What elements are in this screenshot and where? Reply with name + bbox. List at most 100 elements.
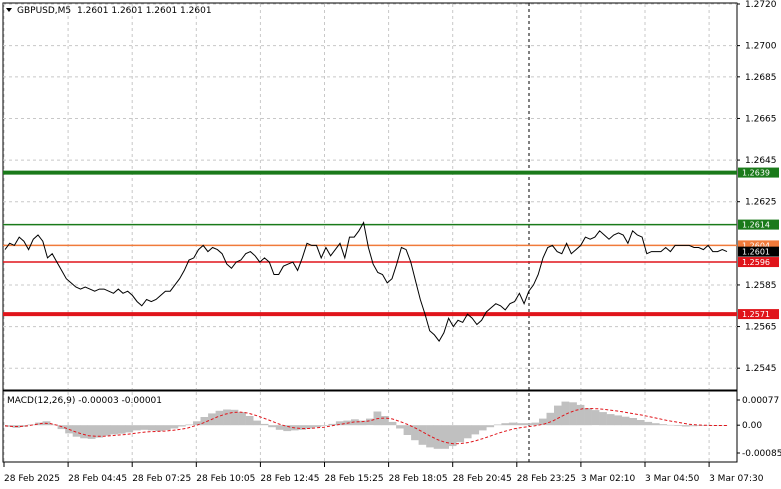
time-tick-label: 3 Mar 04:50: [645, 474, 700, 484]
level-tag-text: 1.2601: [742, 248, 770, 257]
macd-bar: [561, 401, 570, 426]
time-tick-label: 3 Mar 02:10: [581, 474, 636, 484]
level-tag-1.2614: [738, 219, 779, 230]
macd-bar: [193, 421, 201, 426]
macd-bar: [170, 425, 179, 429]
ohlc-values: 1.2601 1.2601 1.2601 1.2601: [77, 6, 212, 16]
time-axis: 28 Feb 2025 28 Feb 04:45 28 Feb 07:25 28 Fe…: [3, 462, 764, 484]
macd-bar: [651, 423, 660, 426]
macd-bar: [185, 424, 194, 426]
macd-bar: [162, 425, 171, 431]
price-tick-label: 1.2700: [745, 42, 777, 52]
macd-bar: [486, 425, 495, 428]
level-tag-1.2639: [738, 167, 779, 178]
macd-bar: [493, 424, 502, 426]
macd-bar: [531, 422, 540, 426]
macd-bar: [501, 423, 510, 426]
macd-bar: [313, 425, 322, 428]
macd-bar: [576, 404, 585, 426]
macd-bar: [87, 425, 96, 439]
macd-bar: [433, 425, 442, 449]
macd-bar: [508, 422, 517, 426]
macd-bar: [606, 414, 615, 426]
macd-bar: [674, 425, 683, 426]
macd-bar: [253, 420, 261, 426]
macd-bar: [117, 425, 126, 434]
macd-bar: [546, 412, 555, 426]
macd-bar: [223, 409, 231, 426]
price-grid: [3, 3, 737, 389]
macd-bar: [463, 425, 472, 439]
level-tag-text: 1.2639: [742, 169, 770, 178]
price-panel-frame: [2, 2, 738, 391]
macd-bar: [569, 402, 577, 426]
macd-bar: [358, 420, 367, 426]
macd-bar: [704, 425, 713, 426]
macd-bar: [5, 425, 13, 427]
level-tag-1.2596: [738, 257, 779, 268]
macd-bar: [591, 410, 600, 426]
macd-bar: [102, 425, 111, 436]
price-levels: [3, 170, 737, 317]
price-tick-label: 1.2565: [745, 323, 777, 333]
macd-tick-label: 0.00077: [742, 396, 779, 406]
macd-bar: [147, 425, 156, 431]
macd-bar: [230, 409, 239, 426]
price-tick-label: 1.2625: [745, 198, 777, 208]
price-tick-label: 1.2645: [745, 156, 777, 166]
macd-bar: [238, 412, 246, 426]
macd-bar: [719, 425, 728, 426]
macd-bar: [659, 424, 668, 426]
macd-bar: [629, 418, 637, 426]
time-tick-label: 28 Feb 15:25: [325, 474, 384, 484]
macd-bar: [351, 419, 359, 426]
macd-bar: [554, 405, 562, 426]
time-tick-label: 3 Mar 07:30: [709, 474, 764, 484]
time-tick-label: 28 Feb 10:05: [196, 474, 255, 484]
macd-bar: [245, 416, 254, 426]
macd-bar: [666, 424, 675, 426]
triangle-down-icon[interactable]: [6, 8, 12, 12]
price-tick-label: 1.2585: [745, 281, 777, 291]
macd-bar: [388, 421, 397, 426]
macd-bar: [95, 425, 104, 438]
macd-bar: [599, 412, 607, 426]
time-tick-label: 28 Feb 07:25: [132, 474, 191, 484]
macd-bar: [132, 425, 141, 431]
macd-bar: [441, 425, 449, 449]
macd-bar: [539, 418, 547, 426]
macd-bar: [320, 425, 329, 426]
time-tick-label: 28 Feb 12:45: [260, 474, 319, 484]
macd-bar: [283, 425, 292, 432]
time-tick-label: 28 Feb 04:45: [68, 474, 127, 484]
macd-signal-line: [4, 407, 727, 445]
time-tick-label: 28 Feb 20:45: [453, 474, 512, 484]
macd-bar: [110, 425, 119, 435]
macd-bar: [418, 425, 427, 445]
price-tick-label: 1.2685: [745, 73, 777, 83]
macd-bar: [335, 421, 344, 426]
level-tag-1.2604: [738, 240, 779, 251]
macd-bar: [644, 421, 653, 426]
time-tick-label: 28 Feb 23:25: [517, 474, 576, 484]
macd-bar: [621, 416, 630, 426]
macd-bar: [471, 425, 480, 435]
macd-bar: [35, 422, 43, 426]
level-tag-text: 1.2596: [742, 258, 770, 267]
macd-bar: [200, 417, 209, 426]
macd-bar: [636, 420, 645, 426]
macd-bar: [516, 423, 525, 426]
price-axis: 1.2720 1.2700 1.2685 1.2665 1.2645 1.2625 1.25…: [737, 0, 777, 374]
macd-bar: [50, 424, 58, 426]
macd-tick-label: 0.00: [742, 421, 762, 431]
macd-bar: [614, 415, 622, 426]
macd-bar: [396, 425, 404, 429]
macd-tick-label: -0.00085: [742, 449, 781, 459]
macd-bar: [275, 425, 284, 430]
macd-bar: [478, 425, 487, 431]
macd-bar: [215, 410, 224, 426]
macd-bar: [155, 425, 164, 432]
level-tag-1.2601: [738, 246, 779, 257]
